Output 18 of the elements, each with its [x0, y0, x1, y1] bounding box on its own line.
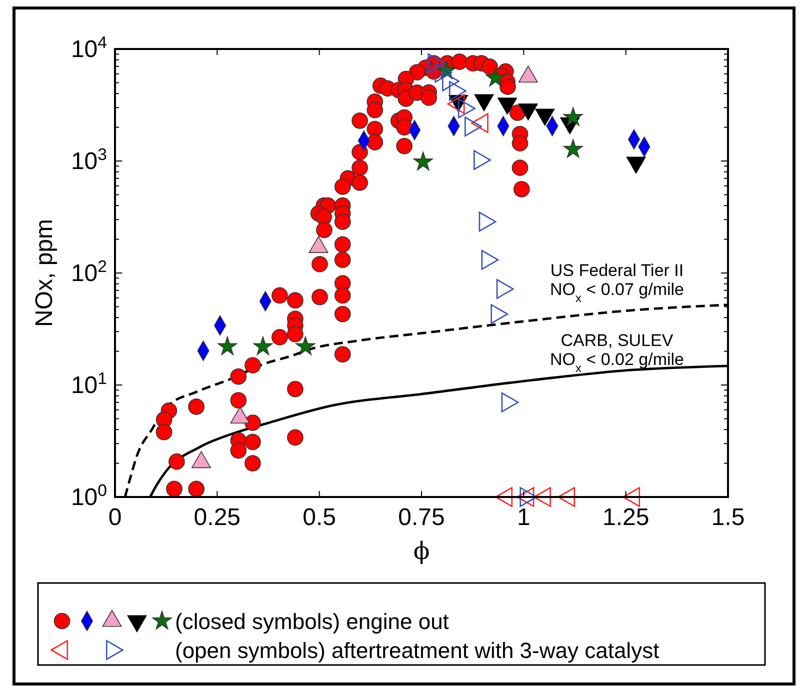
- y-tick-label: 10$^{1}$: [70, 368, 107, 399]
- x-tick-label: 1.25: [602, 504, 650, 531]
- text: (open symbols) aftertreatment with 3-way catalyst: [175, 638, 660, 663]
- annotation: CARB, SULEV NO$_{x}$ < 0.02 g/mile: [550, 331, 684, 375]
- annotation: US Federal Tier II NO$_{x}$ < 0.07 g/mile: [550, 261, 684, 305]
- x-tick-label: 0.5: [302, 504, 336, 531]
- x-tick-label: 1: [516, 504, 530, 531]
- x-tick-label: 0: [108, 504, 122, 531]
- x-axis-title: ϕ: [413, 537, 430, 565]
- y-tick-label: 10$^{3}$: [70, 144, 107, 175]
- y-tick-label: 10$^{4}$: [70, 32, 107, 63]
- y-axis-title: NOx, ppm: [31, 218, 58, 328]
- x-tick-label: 0.25: [194, 504, 241, 531]
- x-tick-label: 1.5: [711, 504, 745, 531]
- x-tick-label: 0.75: [398, 504, 445, 531]
- y-tick-label: 10$^{0}$: [70, 480, 107, 511]
- y-tick-label: 10$^{2}$: [70, 256, 107, 287]
- text: (closed symbols) engine out: [175, 609, 449, 634]
